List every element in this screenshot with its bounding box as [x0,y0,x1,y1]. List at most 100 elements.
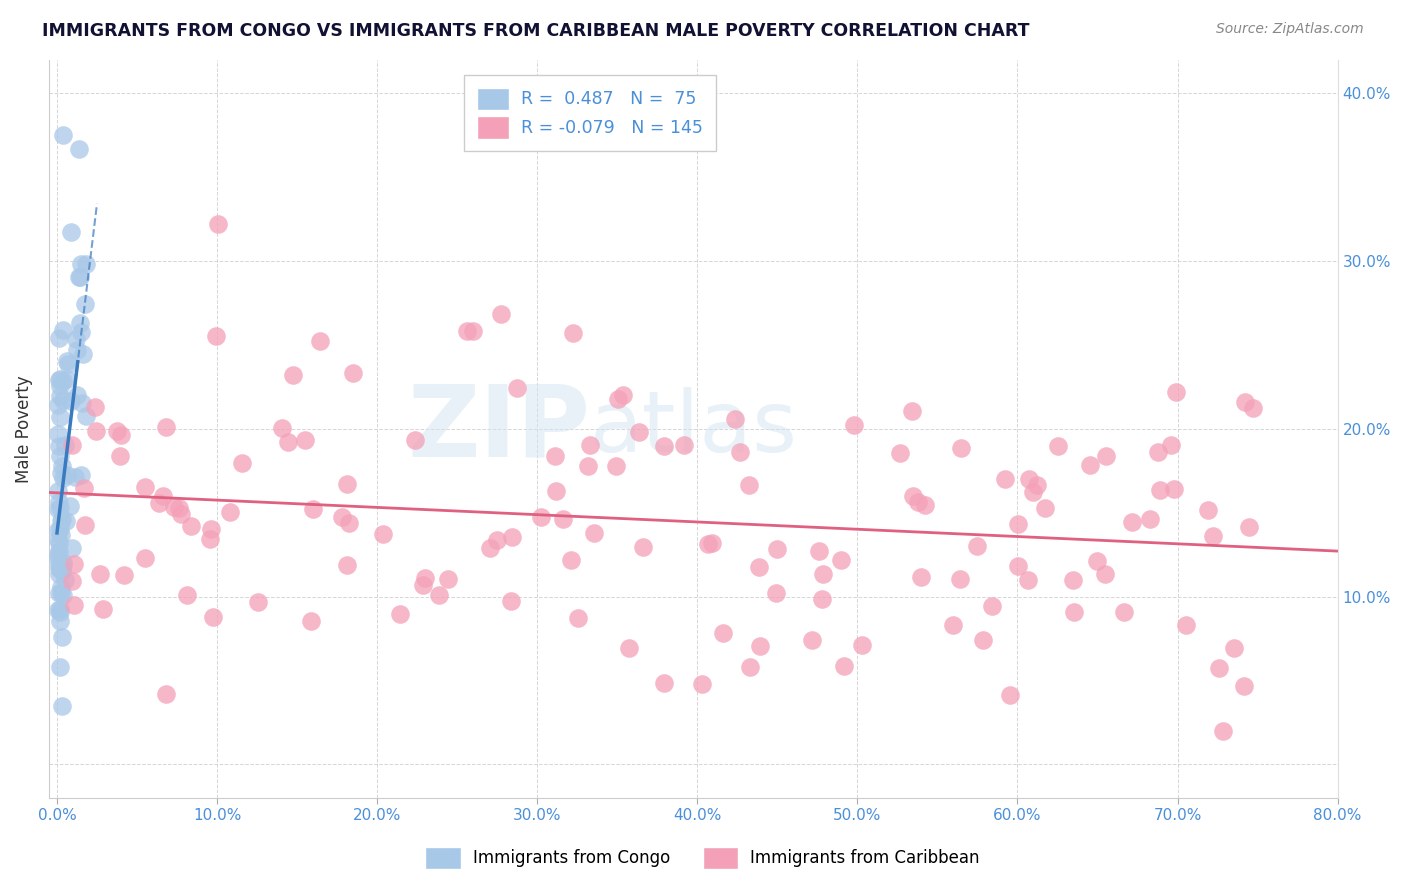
Point [60,438,83,452]
Point [148,496,170,510]
Point [1017,573,1039,587]
Text: Source: ZipAtlas.com: Source: ZipAtlas.com [1216,22,1364,37]
Point [1078,458,1101,472]
Point [560,553,582,567]
Point [627,425,650,440]
Point [73,481,96,495]
Point [652,439,675,453]
Point [281,368,304,383]
Point [49,449,72,463]
Point [1241,401,1264,416]
Point [46,603,69,617]
Point [51,699,73,714]
Point [582,525,605,540]
Point [748,560,770,574]
Point [1121,515,1143,529]
Point [1233,679,1256,693]
Point [69,270,91,285]
Point [205,328,228,343]
Point [1022,484,1045,499]
Point [336,558,359,573]
Point [52,128,75,142]
Point [972,632,994,647]
Point [966,539,988,553]
Point [198,532,221,546]
Point [579,438,602,452]
Point [84,424,107,438]
Point [247,595,270,609]
Point [201,610,224,624]
Point [728,445,751,459]
Point [907,495,929,509]
Point [75,297,97,311]
Point [48,605,70,619]
Point [55,573,77,587]
Point [1163,482,1185,496]
Point [373,527,395,541]
Point [551,512,574,526]
Point [700,535,723,549]
Point [697,537,720,551]
Point [633,541,655,555]
Point [56,357,79,371]
Point [66,388,89,402]
Point [652,676,675,690]
Point [48,522,70,536]
Point [52,393,75,408]
Point [67,142,90,156]
Point [807,543,830,558]
Point [69,316,91,330]
Point [404,433,426,447]
Point [66,343,89,357]
Point [901,403,924,417]
Point [200,522,222,536]
Point [75,409,97,424]
Point [49,580,72,594]
Point [851,638,873,652]
Point [112,568,135,582]
Legend: R =  0.487   N =  75, R = -0.079   N = 145: R = 0.487 N = 75, R = -0.079 N = 145 [464,75,716,151]
Point [134,550,156,565]
Point [294,434,316,448]
Point [48,409,70,424]
Point [60,541,83,556]
Point [1063,605,1085,619]
Point [73,518,96,533]
Point [48,524,70,538]
Point [48,439,70,453]
Point [506,381,529,395]
Point [302,501,325,516]
Point [65,332,87,346]
Point [51,512,73,526]
Point [59,499,82,513]
Point [690,677,713,691]
Point [105,424,128,438]
Point [155,419,177,434]
Point [1223,640,1246,655]
Point [544,483,567,498]
Point [299,614,322,628]
Point [1033,500,1056,515]
Point [163,500,186,515]
Point [748,640,770,654]
Point [617,640,640,655]
Point [914,498,936,512]
Point [994,472,1017,486]
Point [832,659,855,673]
Point [1239,520,1261,534]
Point [46,547,69,561]
Point [52,588,75,602]
Point [59,394,82,409]
Point [89,566,111,581]
Point [336,476,359,491]
Point [48,373,70,387]
Point [176,588,198,602]
Y-axis label: Male Poverty: Male Poverty [15,375,32,483]
Point [167,500,190,515]
Point [72,396,94,410]
Point [1208,661,1230,675]
Point [810,591,832,606]
Point [48,585,70,599]
Point [72,347,94,361]
Point [412,578,434,592]
